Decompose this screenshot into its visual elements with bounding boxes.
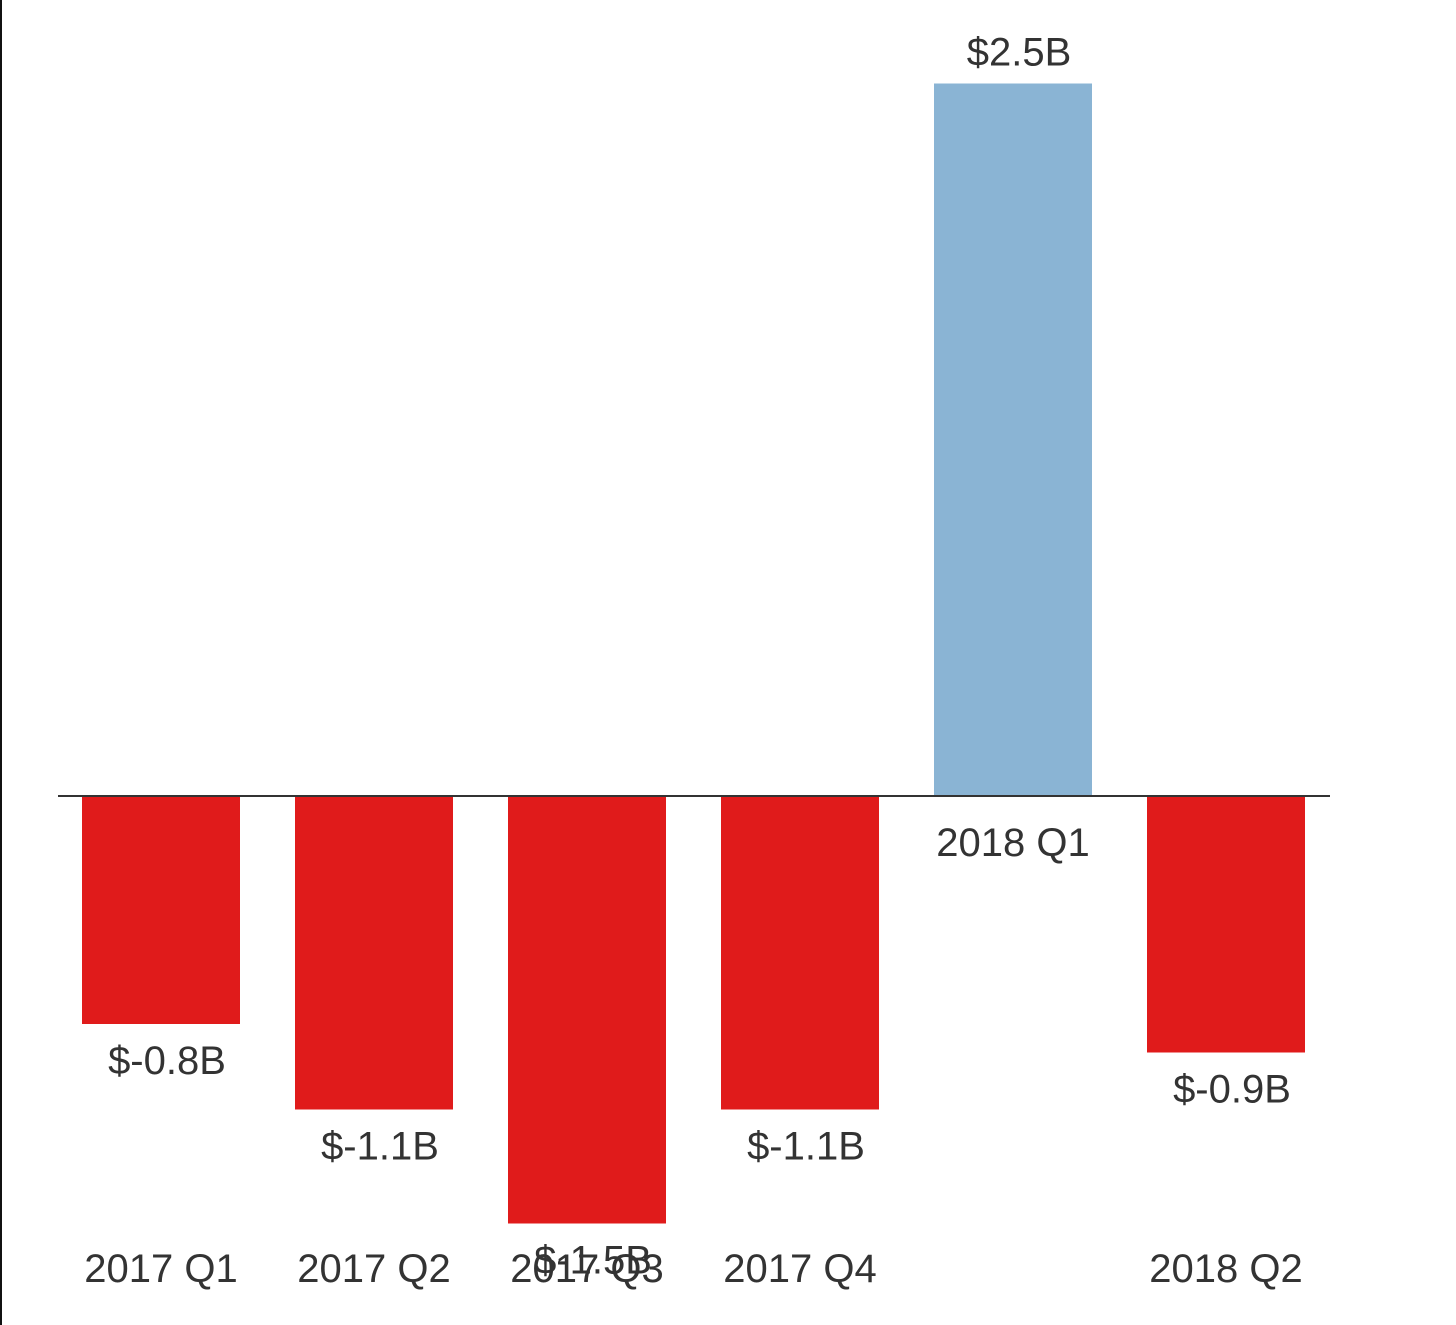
value-labels-group: $-0.8B $-1.1B $-1.5B $-1.1B $2.5B $-0.9B [108, 31, 1291, 1283]
category-label-2017-q4: 2017 Q4 [723, 1247, 876, 1291]
category-label-2017-q1: 2017 Q1 [84, 1247, 237, 1291]
bar-2018-q2 [1147, 796, 1305, 1053]
category-label-2017-q3: 2017 Q3 [510, 1247, 663, 1291]
value-label-2017-q1: $-0.8B [108, 1039, 226, 1083]
left-border [0, 0, 2, 1325]
category-label-2018-q1: 2018 Q1 [936, 821, 1089, 865]
bar-2017-q4 [721, 796, 879, 1110]
bars-group [82, 83, 1305, 1224]
bar-2017-q3 [508, 796, 666, 1224]
category-label-2018-q2: 2018 Q2 [1149, 1247, 1302, 1291]
value-label-2017-q4: $-1.1B [747, 1125, 865, 1169]
bar-2017-q2 [295, 796, 453, 1110]
category-labels-group: 2017 Q1 2017 Q2 2017 Q3 2017 Q4 2018 Q1 2018 … [84, 821, 1302, 1291]
value-label-2018-q2: $-0.9B [1173, 1068, 1291, 1112]
category-label-2017-q2: 2017 Q2 [297, 1247, 450, 1291]
value-label-2018-q1: $2.5B [967, 31, 1072, 75]
bar-2017-q1 [82, 796, 240, 1024]
value-label-2017-q2: $-1.1B [321, 1125, 439, 1169]
value-label-2017-q3: $-1.5B [534, 1239, 652, 1283]
bar-2018-q1 [934, 83, 1092, 796]
